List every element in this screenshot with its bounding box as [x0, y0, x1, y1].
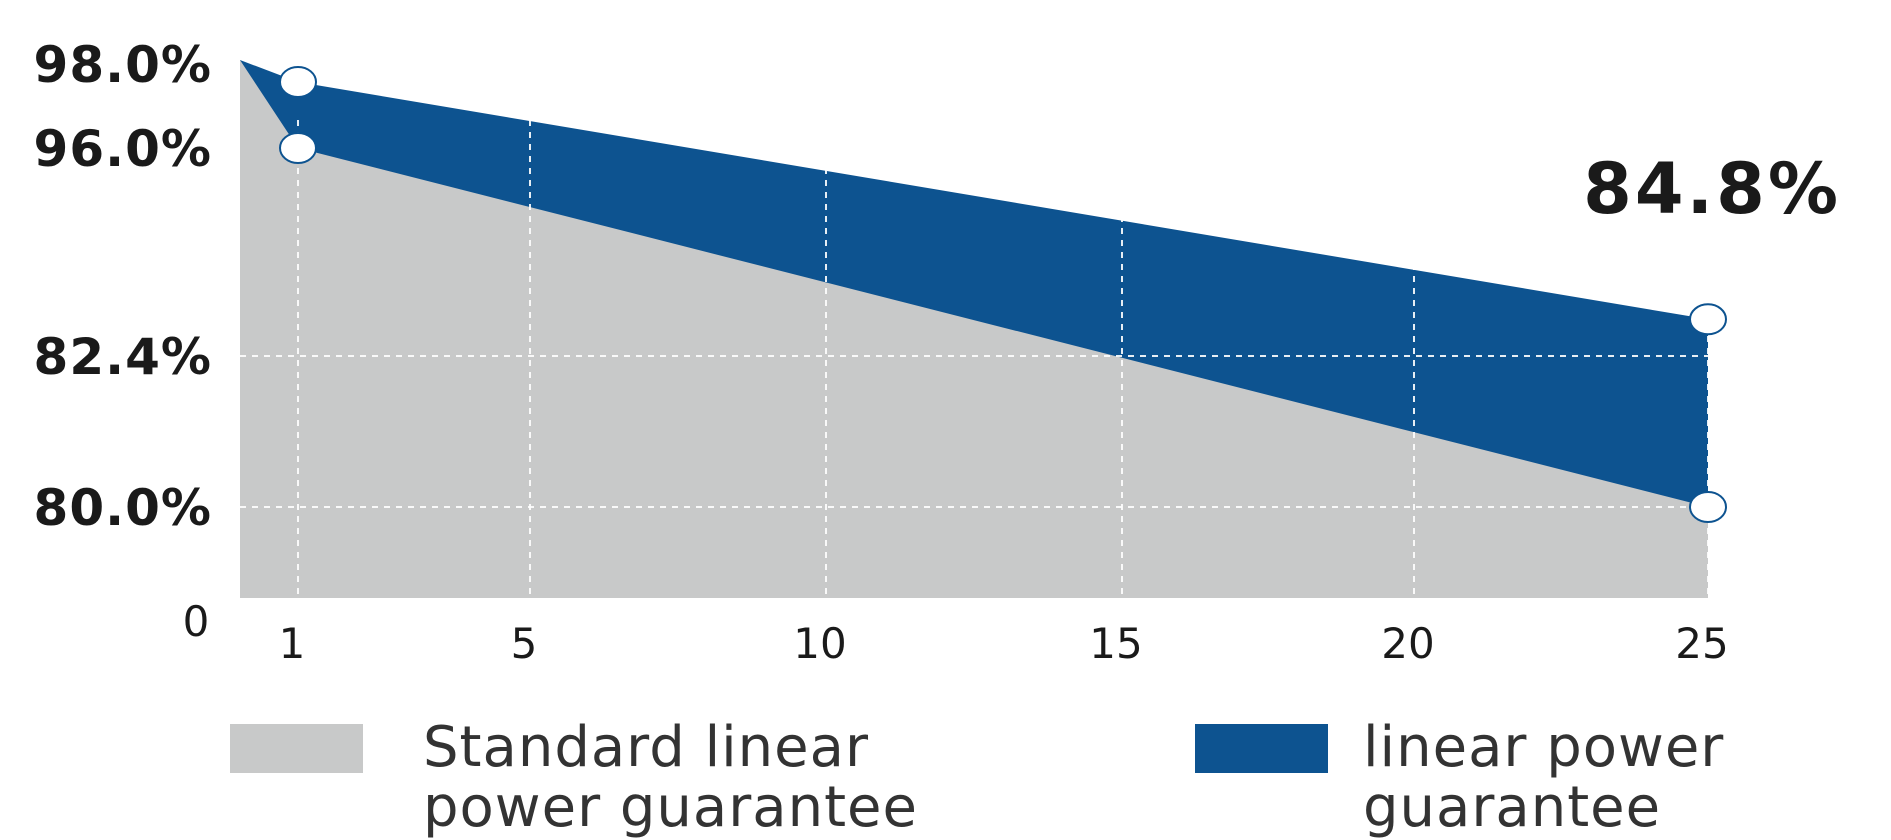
- x-axis-ticks: 1 5 10 15 20 25: [279, 619, 1729, 668]
- y-tick-label-0: 98.0%: [34, 36, 212, 94]
- x-tick-label-5: 25: [1675, 619, 1728, 668]
- marker-layer: [279, 66, 1727, 523]
- x-tick-label-2: 10: [793, 619, 846, 668]
- origin-label: 0: [183, 597, 210, 646]
- legend-item-standard: Standard linear power guarantee: [230, 718, 1063, 838]
- x-tick-label-0: 1: [279, 619, 306, 668]
- legend-swatch-linear: [1195, 724, 1328, 773]
- marker-standard-1: [279, 132, 317, 164]
- area-layer: [240, 60, 1708, 598]
- x-tick-label-1: 5: [511, 619, 538, 668]
- y-axis-ticks: 98.0% 96.0% 82.4% 80.0%: [34, 36, 212, 537]
- chart: 98.0%96.0%82.4%80.0% 1 5 10 15 20 25 0 84.8%: [34, 36, 1841, 668]
- marker-linear-1: [279, 66, 317, 98]
- marker-standard-2: [1689, 491, 1727, 523]
- annotation-end-value: 84.8%: [1583, 148, 1841, 230]
- y-tick-label-2: 82.4%: [34, 328, 212, 386]
- y-tick-label-1: 96.0%: [34, 120, 212, 178]
- y-tick-label-3: 80.0%: [34, 479, 212, 537]
- legend-swatch-standard: [230, 724, 363, 773]
- marker-linear-2: [1689, 303, 1727, 336]
- legend-item-linear: linear power guarantee: [1195, 718, 1763, 838]
- legend-label-standard: Standard linear power guarantee: [423, 715, 918, 840]
- x-tick-label-4: 20: [1381, 619, 1434, 668]
- legend-label-linear: linear power guarantee: [1363, 715, 1725, 840]
- x-tick-label-3: 15: [1089, 619, 1142, 668]
- area-standard: [240, 60, 1708, 598]
